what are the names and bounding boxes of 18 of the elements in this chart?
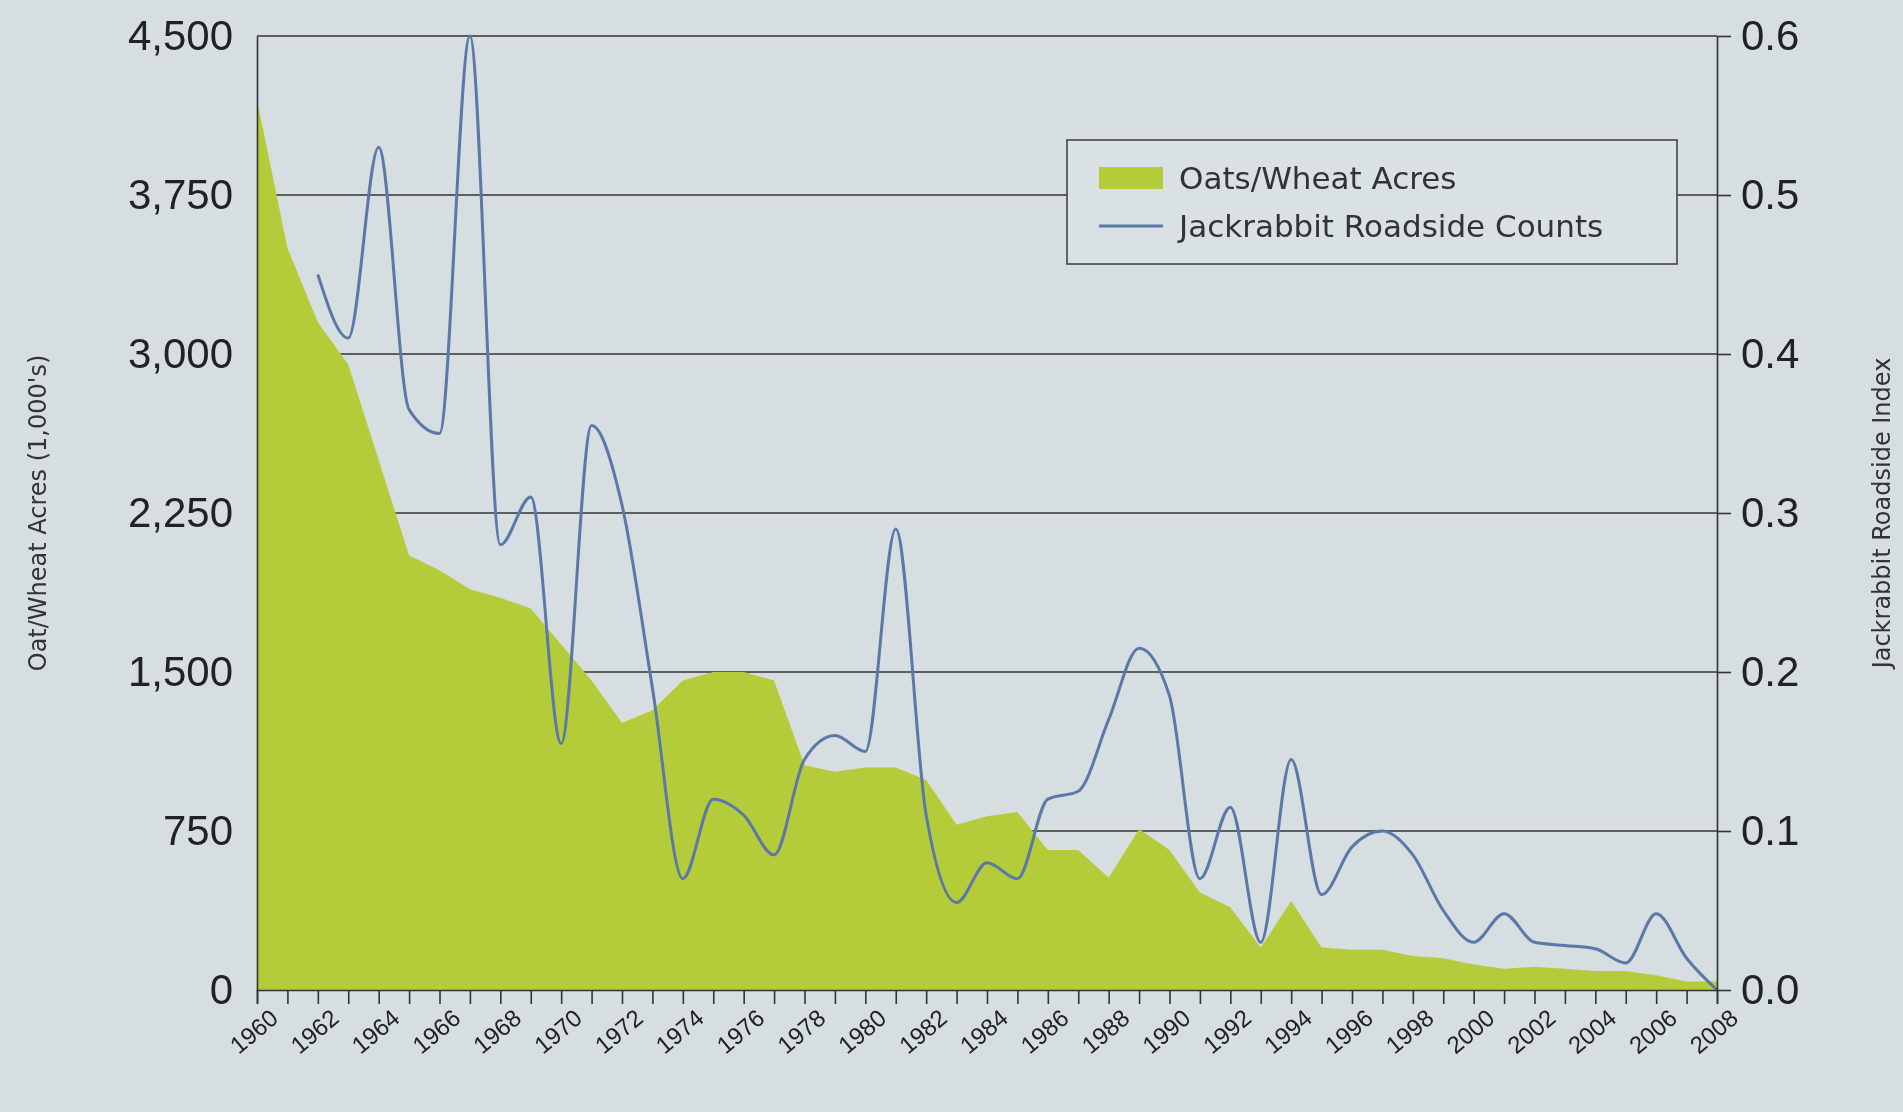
y2-tick-label: 0.1	[1741, 806, 1800, 854]
y-tick-label: 0	[209, 965, 233, 1013]
y-tick-label: 2,250	[127, 488, 233, 536]
y2-tick-label: 0.5	[1741, 170, 1800, 218]
y2-tick-label: 0.4	[1741, 329, 1800, 377]
y2-tick-label: 0.3	[1741, 488, 1800, 536]
y-tick-label: 750	[162, 806, 233, 854]
y-tick-label: 3,750	[127, 170, 233, 218]
y-tick-label: 1,500	[127, 647, 233, 695]
legend-label: Jackrabbit Roadside Counts	[1177, 207, 1604, 244]
legend-label: Oats/Wheat Acres	[1179, 159, 1457, 196]
y2-tick-label: 0.2	[1741, 647, 1800, 695]
y2-tick-label: 0.0	[1741, 965, 1800, 1013]
y2-tick-label: 0.6	[1741, 11, 1800, 59]
y-axis-title: Oat/Wheat Acres (1,000's)	[24, 354, 52, 672]
y2-axis-title: Jackrabbit Roadside Index	[1868, 357, 1896, 671]
y-tick-label: 3,000	[127, 329, 233, 377]
y-tick-label: 4,500	[127, 11, 233, 59]
